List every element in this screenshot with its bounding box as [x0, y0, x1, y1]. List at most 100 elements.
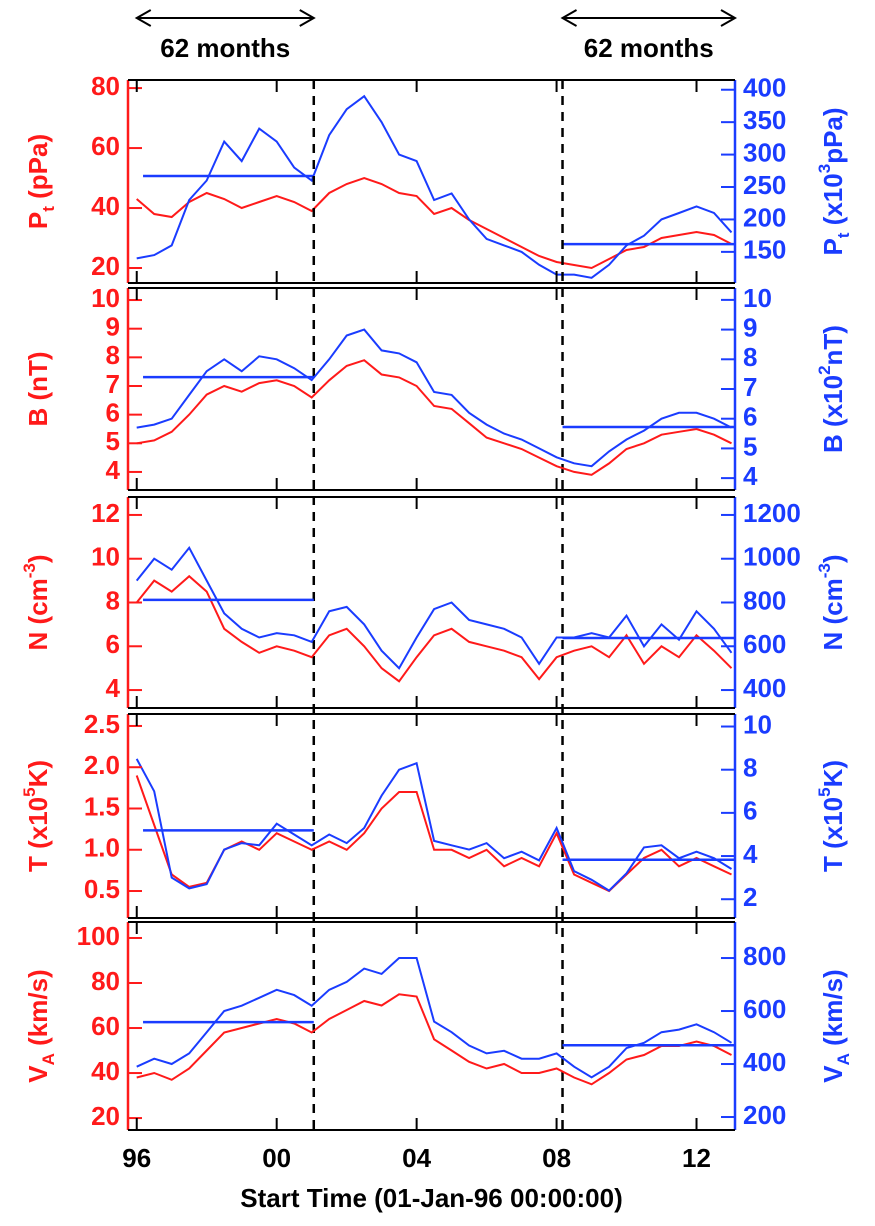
axis-label: VA (km/s) [818, 969, 853, 1082]
y-tick-label: 10 [91, 542, 120, 572]
y2-tick-label: 300 [743, 137, 786, 167]
y-tick-label: 4 [106, 673, 121, 703]
label-part: (x10 [818, 173, 848, 232]
y-tick-label: 0.5 [84, 874, 120, 904]
label-part: P [23, 212, 53, 229]
y-tick-label: 8 [106, 585, 120, 615]
data-line [135, 775, 732, 893]
label-part: K) [23, 760, 53, 787]
label-part: A [39, 1053, 58, 1065]
y2-tick-label: 2 [743, 882, 757, 912]
y2-tick-label: 5 [743, 431, 757, 461]
label-part: B (nT) [23, 351, 53, 426]
x-axis-label: Start Time (01-Jan-96 00:00:00) [240, 1183, 622, 1213]
data-line [136, 957, 733, 1079]
axis-label: VA (km/s) [23, 969, 58, 1082]
y2-tick-label: 150 [743, 235, 786, 265]
label-part: (km/s) [23, 969, 53, 1053]
axis-label: T (x105K) [20, 760, 53, 872]
label-part: -3 [20, 563, 39, 578]
y2-tick-label: 800 [743, 585, 786, 615]
y2-tick-label: 10 [743, 709, 772, 739]
y2-tick-label: 200 [743, 202, 786, 232]
y-tick-label: 6 [106, 398, 120, 428]
y-tick-label: 20 [91, 251, 120, 281]
y-tick-label: 9 [106, 312, 120, 342]
label-part: 3 [815, 164, 834, 173]
y2-tick-label: 350 [743, 105, 786, 135]
y-tick-label: 100 [77, 921, 120, 951]
label-part: -3 [815, 563, 834, 578]
y2-tick-label: 10 [743, 283, 772, 313]
y2-tick-label: 6 [743, 402, 757, 432]
label-part: (pPa) [23, 134, 53, 206]
label-part: T (x10 [818, 797, 848, 872]
label-part: ) [23, 554, 53, 563]
axis-label: Pt (x103pPa) [815, 107, 853, 255]
label-part: ) [818, 554, 848, 563]
label-part: A [834, 1053, 853, 1065]
label-part: 5 [20, 787, 39, 796]
label-part: B (x10 [818, 375, 848, 453]
y-tick-label: 12 [91, 498, 120, 528]
label-part: K) [818, 760, 848, 787]
y-tick-label: 5 [106, 426, 120, 456]
y-tick-label: 2.5 [84, 709, 120, 739]
axis-label: T (x105K) [815, 760, 848, 872]
label-part: N (cm [23, 578, 53, 650]
annotation: 62 months [584, 33, 714, 63]
y2-tick-label: 8 [743, 342, 757, 372]
y-tick-label: 80 [91, 71, 120, 101]
data-line [136, 328, 732, 468]
y2-tick-label: 400 [743, 1047, 786, 1077]
y2-tick-label: 600 [743, 994, 786, 1024]
data-line [136, 359, 732, 476]
span-arrow [134, 9, 316, 27]
label-part: 2 [815, 365, 834, 374]
axis-label: N (cm-3) [815, 554, 848, 650]
y-tick-label: 2.0 [84, 750, 120, 780]
y-tick-label: 80 [91, 966, 120, 996]
label-part: 5 [815, 787, 834, 796]
label-part: V [23, 1065, 53, 1083]
y-tick-label: 60 [91, 131, 120, 161]
label-part: t [39, 206, 58, 212]
y2-tick-label: 4 [743, 461, 758, 491]
y2-tick-label: 8 [743, 753, 757, 783]
span-arrow [560, 9, 738, 27]
label-part: P [818, 238, 848, 255]
label-part: V [818, 1065, 848, 1083]
data-line [136, 94, 733, 279]
y-tick-label: 1.5 [84, 791, 120, 821]
data-line [135, 545, 733, 670]
axis-label: B (x102nT) [815, 325, 848, 453]
y2-tick-label: 400 [743, 73, 786, 103]
y2-tick-label: 4 [743, 839, 758, 869]
x-tick-label: 00 [262, 1143, 291, 1173]
x-tick-label: 12 [682, 1143, 711, 1173]
y-tick-label: 1.0 [84, 833, 120, 863]
label-part: N (cm [818, 578, 848, 650]
y-tick-label: 6 [106, 629, 120, 659]
y-tick-label: 40 [91, 1056, 120, 1086]
y2-tick-label: 1000 [743, 542, 801, 572]
label-part: nT) [818, 325, 848, 365]
x-tick-label: 96 [122, 1143, 151, 1173]
label-part: (km/s) [818, 969, 848, 1053]
y2-tick-label: 800 [743, 941, 786, 971]
y2-tick-label: 600 [743, 629, 786, 659]
y2-tick-label: 400 [743, 673, 786, 703]
label-part: t [834, 232, 853, 238]
y2-tick-label: 200 [743, 1100, 786, 1130]
y-tick-label: 8 [106, 340, 120, 370]
y-tick-label: 60 [91, 1011, 120, 1041]
y2-tick-label: 7 [743, 372, 757, 402]
y2-tick-label: 9 [743, 312, 757, 342]
label-part: T (x10 [23, 797, 53, 872]
y-tick-label: 7 [106, 369, 120, 399]
y-tick-label: 40 [91, 191, 120, 221]
axis-label: B (nT) [23, 351, 53, 426]
x-tick-label: 08 [542, 1143, 571, 1173]
y2-tick-label: 6 [743, 796, 757, 826]
